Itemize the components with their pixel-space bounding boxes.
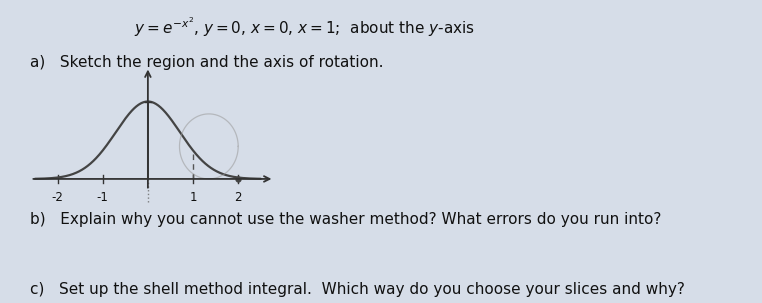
Text: -1: -1 — [97, 191, 109, 204]
Text: b)   Explain why you cannot use the washer method? What errors do you run into?: b) Explain why you cannot use the washer… — [30, 212, 662, 227]
Text: a)   Sketch the region and the axis of rotation.: a) Sketch the region and the axis of rot… — [30, 55, 384, 70]
Text: c)   Set up the shell method integral.  Which way do you choose your slices and : c) Set up the shell method integral. Whi… — [30, 282, 685, 297]
Text: 2: 2 — [235, 191, 242, 204]
Text: $y = e^{-x^2}$, $y = 0$, $x = 0$, $x = 1$;  about the $y$-axis: $y = e^{-x^2}$, $y = 0$, $x = 0$, $x = 1… — [134, 15, 475, 39]
Text: 1: 1 — [189, 191, 197, 204]
Text: -2: -2 — [52, 191, 63, 204]
